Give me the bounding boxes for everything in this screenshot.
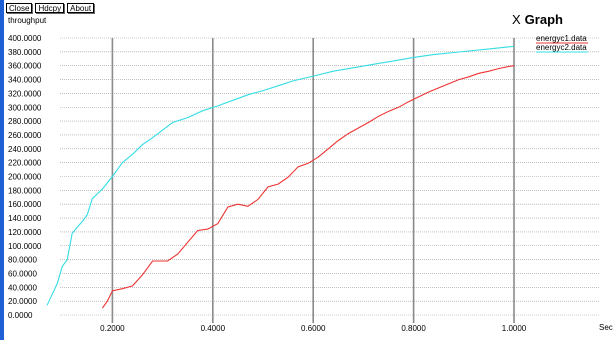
x-glyph-icon: X (512, 12, 521, 27)
hardcopy-button[interactable]: Hdcpy (35, 3, 65, 13)
y-tick-label: 20.0000 (8, 297, 37, 306)
y-tick-label: 320.0000 (8, 89, 42, 98)
y-tick-label: 180.0000 (8, 186, 42, 195)
y-tick-label: 260.0000 (8, 131, 42, 140)
y-tick-label: 400.0000 (8, 34, 42, 43)
y-axis-label: throughput (8, 16, 47, 25)
y-tick-label: 240.0000 (8, 145, 42, 154)
y-tick-label: 120.0000 (8, 228, 42, 237)
y-tick-label: 140.0000 (8, 214, 42, 223)
y-tick-label: 0.0000 (8, 311, 33, 320)
x-tick-label: 0.8000 (401, 324, 426, 333)
window-title: X Graph (512, 12, 563, 27)
y-tick-label: 220.0000 (8, 159, 42, 168)
window-border (0, 0, 4, 340)
close-button[interactable]: Close (6, 3, 33, 13)
series-line-2 (46, 45, 515, 306)
y-tick-label: 100.0000 (8, 242, 42, 251)
x-tick-label: 0.2000 (100, 324, 125, 333)
y-tick-label: 160.0000 (8, 200, 42, 209)
series-line-1 (101, 65, 515, 309)
legend-label: energyc2.data (536, 43, 587, 52)
legend-label: energyc1.data (536, 34, 587, 43)
x-tick-label: 0.4000 (201, 324, 226, 333)
y-tick-label: 200.0000 (8, 173, 42, 182)
y-tick-label: 60.0000 (8, 269, 37, 278)
y-tick-label: 80.0000 (8, 256, 37, 265)
about-button[interactable]: About (67, 3, 95, 13)
y-tick-label: 360.0000 (8, 62, 42, 71)
y-tick-label: 340.0000 (8, 76, 42, 85)
y-tick-label: 40.0000 (8, 283, 37, 292)
x-axis-label: Sec (599, 323, 613, 332)
y-tick-label: 280.0000 (8, 117, 42, 126)
y-tick-label: 380.0000 (8, 48, 42, 57)
window-title-text: Graph (524, 12, 563, 27)
y-tick-label: 300.0000 (8, 103, 42, 112)
toolbar: Close Hdcpy About (6, 3, 95, 13)
x-tick-label: 0.6000 (301, 324, 326, 333)
x-tick-label: 1.0000 (502, 324, 527, 333)
